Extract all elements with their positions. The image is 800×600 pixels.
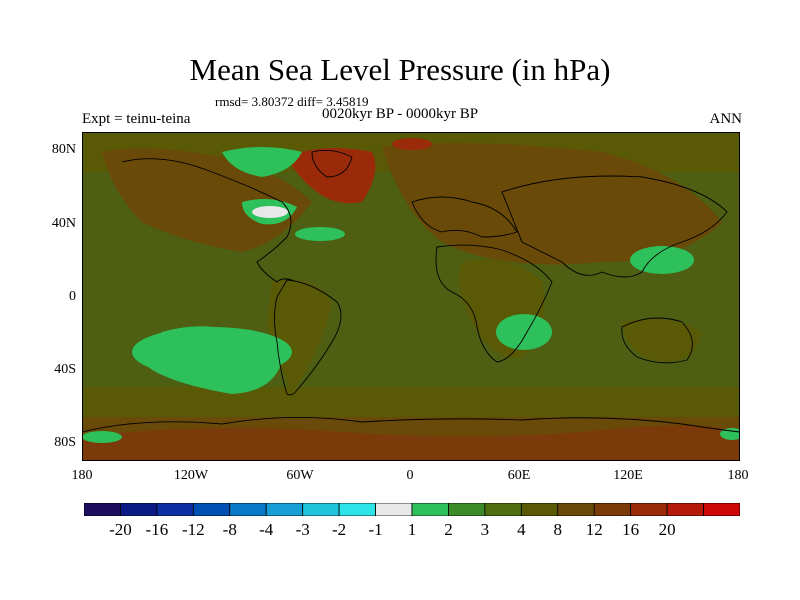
coast-australia [621, 317, 693, 364]
australia-region [622, 318, 702, 362]
colorbar-box-2 [156, 503, 194, 516]
coast-north-america [121, 158, 293, 283]
coast-antarctica [82, 417, 740, 433]
colorbar-label-3: -8 [222, 520, 237, 539]
lon-label-180e: 180 [727, 468, 749, 483]
coastlines [82, 149, 740, 433]
period-subtitle: 0020kyr BP - 0000kyr BP [322, 106, 479, 122]
colorbar-box-11 [484, 503, 522, 516]
colorbar-box-5 [265, 503, 304, 516]
lon-label-60e: 60E [507, 468, 531, 483]
colorbar-box-0 [84, 503, 121, 516]
colorbar-label-12: 8 [553, 520, 563, 539]
coast-greenland [311, 149, 353, 178]
lat-label-80n: 80N [51, 142, 76, 157]
ross-sea-low [82, 431, 122, 443]
lon-label-120e: 120E [613, 468, 643, 483]
colorbar-label-8: 1 [407, 520, 417, 539]
colorbar-label-7: -1 [368, 520, 383, 539]
coast-asia [501, 175, 728, 278]
colorbar-label-0: -20 [109, 520, 132, 539]
atlantic-low [295, 227, 345, 241]
colorbar-label-6: -2 [332, 520, 347, 539]
eurasia-high [382, 143, 722, 265]
map-frame [82, 132, 740, 461]
colorbar-label-2: -12 [181, 520, 205, 539]
colorbar-label-9: 2 [444, 520, 453, 539]
colorbar-label-14: 16 [622, 520, 640, 539]
colorbar-box-17 [703, 503, 740, 516]
coast-africa [435, 244, 553, 363]
lat-label-80s: 80S [54, 435, 76, 450]
rmsd-diff-stats: rmsd= 3.80372 diff= 3.45819 [215, 94, 369, 109]
arctic-high-spot [392, 138, 432, 150]
south-pacific-low-ext [142, 326, 282, 394]
lat-label-40n: 40N [51, 216, 76, 231]
colorbar [84, 503, 740, 516]
lon-label-120w: 120W [173, 468, 209, 483]
colorbar-label-13: 12 [585, 520, 603, 539]
colorbar-box-15 [630, 503, 668, 516]
arctic-canada-low [222, 147, 302, 177]
coast-europe [411, 196, 518, 238]
colorbar-box-4 [229, 503, 267, 516]
lat-label-eq: 0 [69, 289, 76, 304]
colorbar-box-16 [666, 503, 704, 516]
colorbar-box-7 [338, 503, 376, 516]
experiment-label: Expt = teinu-teina [82, 111, 191, 127]
lat-label-40s: 40S [54, 362, 76, 377]
colorbar-box-10 [448, 503, 486, 516]
indian-ocean-low [496, 314, 552, 350]
colorbar-box-8 [375, 503, 413, 516]
colorbar-label-4: -4 [259, 520, 274, 539]
lon-label-60w: 60W [286, 468, 314, 483]
colorbar-box-14 [593, 503, 632, 516]
north-atlantic-high [287, 148, 376, 204]
colorbar-label-10: 3 [480, 520, 490, 539]
colorbar-label-5: -3 [295, 520, 310, 539]
colorbar-box-3 [192, 503, 231, 516]
antarctic-high [82, 425, 740, 461]
southern-ocean-band [82, 387, 740, 417]
south-america-region [267, 279, 332, 392]
colorbar-box-9 [411, 503, 449, 516]
colorbar-label-11: 4 [517, 520, 526, 539]
west-pacific-low [630, 246, 694, 274]
coast-south-america [274, 279, 342, 396]
season-label: ANN [709, 111, 743, 127]
colorbar-label-15: 20 [658, 520, 676, 539]
colorbar-box-6 [302, 503, 340, 516]
lon-label-180w: 180 [71, 468, 93, 483]
colorbar-box-12 [520, 503, 559, 516]
pressure-anomaly-map [82, 132, 740, 461]
lon-label-0: 0 [406, 468, 414, 483]
colorbar-label-1: -16 [145, 520, 169, 539]
colorbar-box-13 [557, 503, 595, 516]
colorbar-box-1 [120, 503, 158, 516]
plot-title: Mean Sea Level Pressure (in hPa) [189, 52, 611, 87]
ice-sheet-spot [252, 206, 288, 218]
